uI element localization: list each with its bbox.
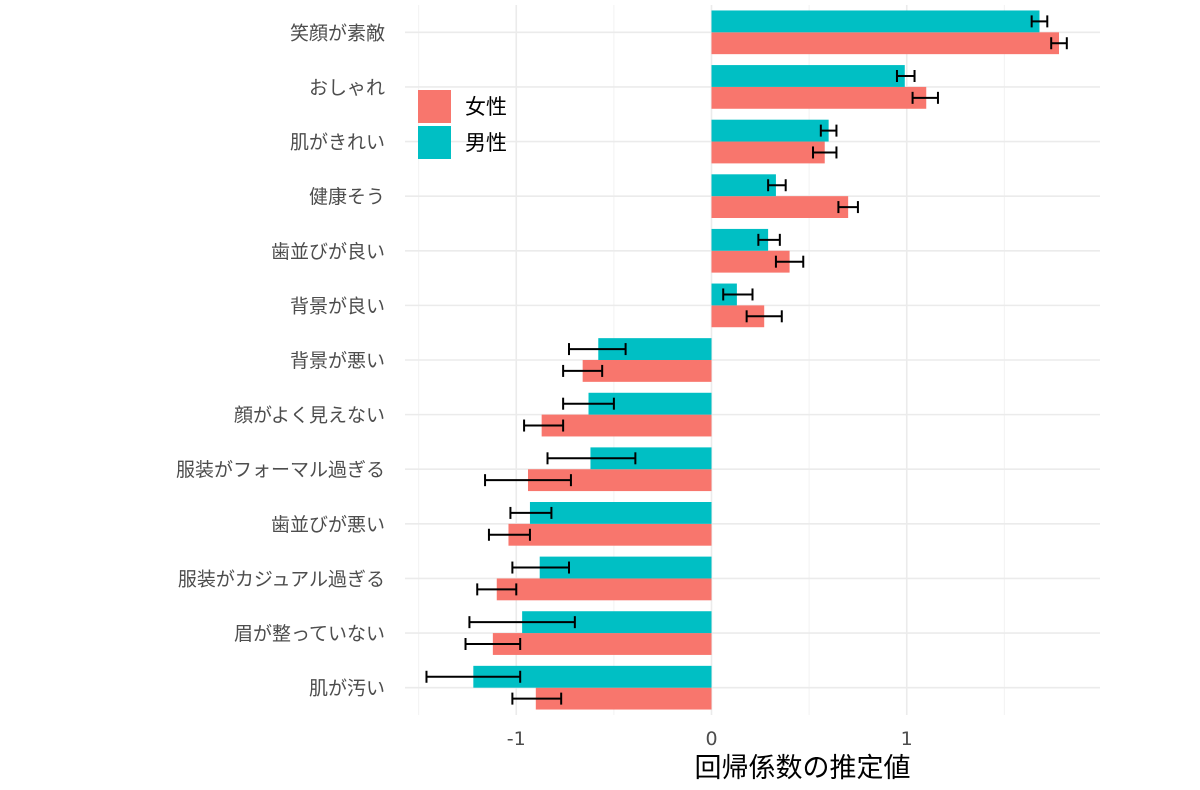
- bar-female: [711, 86, 927, 109]
- bar-female: [711, 250, 790, 273]
- bar-male: [529, 502, 712, 524]
- bar-female: [582, 360, 712, 382]
- x-tick-label: 0: [705, 728, 717, 750]
- category-label: 背景が良い: [290, 295, 385, 317]
- category-label: おしゃれ: [309, 77, 385, 99]
- category-label: 眉が整っていない: [234, 623, 385, 645]
- bar-female: [711, 32, 1060, 55]
- category-label: 健康そう: [309, 186, 385, 208]
- bar-female: [535, 687, 712, 710]
- category-label: 服装がフォーマル過ぎる: [176, 459, 385, 481]
- category-label: 笑顔が素敵: [290, 22, 385, 44]
- bar-female: [527, 469, 712, 492]
- bar-female: [711, 141, 825, 164]
- category-label: 顔がよく見えない: [234, 405, 385, 427]
- x-tick-label: 1: [901, 728, 913, 750]
- category-label: 背景が悪い: [290, 350, 385, 372]
- x-axis-title: 回帰係数の推定値: [695, 753, 911, 784]
- bar-female: [541, 414, 712, 437]
- bar-male: [711, 10, 1040, 33]
- bar-male: [590, 447, 712, 470]
- bar-male: [711, 174, 776, 197]
- category-label: 歯並びが良い: [271, 241, 385, 263]
- bar-male: [539, 556, 712, 579]
- category-label: 歯並びが悪い: [271, 514, 385, 536]
- category-label: 肌が汚い: [309, 678, 385, 700]
- bar-male: [588, 392, 712, 415]
- x-tick-label: -1: [507, 728, 526, 750]
- legend-label: 女性: [465, 95, 507, 119]
- bar-male: [522, 611, 712, 634]
- bar-male: [711, 228, 769, 251]
- legend-label: 男性: [465, 131, 507, 155]
- bar-female: [711, 305, 765, 328]
- bar-female: [711, 196, 849, 218]
- category-label: 服装がカジュアル過ぎる: [178, 568, 385, 590]
- bar-male: [711, 119, 829, 142]
- bar-female: [508, 523, 712, 546]
- legend-swatch: [418, 90, 451, 123]
- bar-male: [711, 65, 905, 87]
- bar-female: [492, 633, 712, 655]
- bar-female: [496, 578, 712, 601]
- category-label: 肌がきれい: [290, 132, 385, 154]
- legend-swatch: [418, 126, 451, 159]
- bar-male: [473, 665, 712, 688]
